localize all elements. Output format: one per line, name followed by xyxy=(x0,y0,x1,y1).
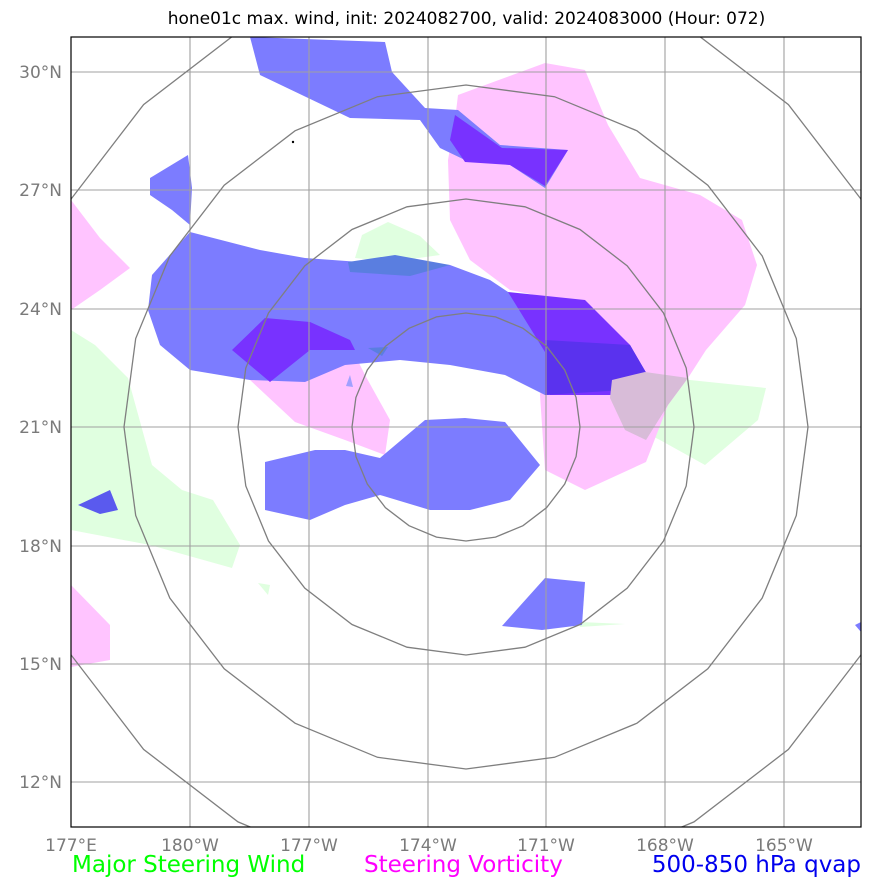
storm-marker-icon xyxy=(291,140,295,144)
wind-region xyxy=(258,583,270,595)
legend-steering-wind: Major Steering Wind xyxy=(72,852,306,878)
qvap-region xyxy=(78,490,118,514)
lon-tick-label: 168°W xyxy=(636,836,694,856)
qvap-core xyxy=(346,375,353,387)
lat-tick-label: 30°N xyxy=(19,63,62,83)
lon-tick-label: 177°E xyxy=(45,836,97,856)
lat-tick-label: 21°N xyxy=(19,418,62,438)
lon-axis: 177°E 180°W 177°W 174°W 171°W 168°W 165°… xyxy=(45,836,813,856)
vorticity-region xyxy=(71,200,130,310)
qvap-core xyxy=(450,115,568,186)
range-ring xyxy=(237,198,695,656)
qvap-region xyxy=(855,622,861,632)
overlap-region xyxy=(610,372,688,440)
lat-tick-label: 24°N xyxy=(19,300,62,320)
lon-tick-label: 180°W xyxy=(161,836,219,856)
qvap-region xyxy=(502,578,585,630)
map-title: hone01c max. wind, init: 2024082700, val… xyxy=(167,9,766,29)
latlon-grid xyxy=(71,37,861,827)
lat-axis: 30°N 27°N 24°N 21°N 18°N 15°N 12°N xyxy=(19,63,62,793)
lat-tick-label: 15°N xyxy=(19,655,62,675)
legend-steering-vorticity: Steering Vorticity xyxy=(364,852,563,878)
qvap-region xyxy=(265,418,540,520)
vorticity-region xyxy=(71,585,110,667)
lat-tick-label: 18°N xyxy=(19,537,62,557)
wind-region xyxy=(580,622,625,627)
range-ring xyxy=(351,312,581,542)
lat-tick-label: 12°N xyxy=(19,773,62,793)
steering-vorticity-layer xyxy=(71,63,757,667)
range-ring xyxy=(71,37,861,827)
qvap-core xyxy=(232,318,355,382)
lon-tick-label: 177°W xyxy=(280,836,338,856)
plot-frame xyxy=(70,36,862,828)
lon-tick-label: 165°W xyxy=(755,836,813,856)
range-ring xyxy=(123,84,809,770)
lat-tick-label: 27°N xyxy=(19,181,62,201)
wind-region xyxy=(355,222,440,262)
lon-tick-label: 174°W xyxy=(399,836,457,856)
qvap-core xyxy=(348,255,450,276)
lon-tick-label: 171°W xyxy=(517,836,575,856)
legend-qvap: 500-850 hPa qvap xyxy=(651,852,861,878)
range-rings xyxy=(71,37,861,827)
